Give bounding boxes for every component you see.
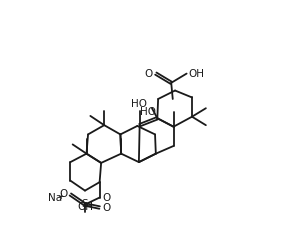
Text: O: O bbox=[103, 193, 111, 202]
Text: OH: OH bbox=[77, 202, 93, 212]
Text: O: O bbox=[144, 69, 153, 79]
Text: +: + bbox=[57, 192, 64, 201]
Text: HO: HO bbox=[131, 99, 146, 109]
Text: Na: Na bbox=[48, 193, 62, 203]
Text: O: O bbox=[103, 202, 111, 213]
Text: S: S bbox=[82, 200, 88, 209]
Text: O: O bbox=[59, 189, 67, 200]
Text: OH: OH bbox=[188, 69, 204, 79]
Text: HO: HO bbox=[140, 107, 156, 117]
